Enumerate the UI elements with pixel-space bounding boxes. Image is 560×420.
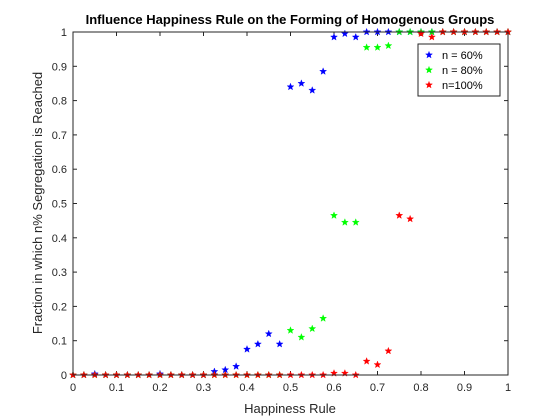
- y-tick-label: 0.7: [52, 130, 67, 142]
- legend-entry: n = 80%: [442, 65, 483, 77]
- y-tick-label: 0.8: [52, 96, 67, 108]
- data-point: [340, 218, 349, 226]
- data-point: [417, 29, 425, 38]
- y-tick-label: 0.4: [52, 233, 67, 245]
- data-point: [427, 32, 436, 41]
- legend-marker: [425, 80, 433, 89]
- data-point: [297, 79, 306, 87]
- chart-title: Influence Happiness Rule on the Forming …: [86, 12, 495, 27]
- data-point: [395, 211, 404, 219]
- data-point: [253, 339, 262, 348]
- data-point: [351, 32, 360, 41]
- x-tick-label: 0.1: [109, 382, 124, 394]
- x-tick-label: 0.9: [457, 382, 472, 394]
- data-point: [340, 29, 349, 38]
- y-tick-label: 0.5: [52, 199, 67, 211]
- data-point: [384, 346, 393, 355]
- y-tick-label: 0.6: [52, 164, 67, 176]
- data-point: [384, 41, 393, 50]
- legend-box: [417, 43, 501, 97]
- legend-marker: [425, 50, 433, 59]
- data-point: [275, 339, 284, 348]
- data-point: [362, 357, 371, 365]
- x-tick-label: 0.4: [239, 382, 254, 394]
- data-point: [362, 43, 371, 51]
- y-tick-label: 0.2: [52, 301, 67, 313]
- data-point: [243, 345, 251, 353]
- y-tick-label: 0: [61, 370, 67, 382]
- axes-frame: [72, 31, 509, 376]
- legend-entry: n=100%: [442, 80, 483, 92]
- data-point: [319, 314, 328, 322]
- x-tick-label: 0.7: [370, 382, 385, 394]
- x-tick-label: 0.2: [152, 382, 167, 394]
- x-tick-label: 0.3: [196, 382, 211, 394]
- legend-entry: n = 60%: [442, 50, 483, 62]
- legend-marker: [425, 65, 433, 74]
- data-point: [264, 329, 273, 338]
- x-tick-label: 0.6: [326, 382, 341, 394]
- data-point: [330, 211, 338, 219]
- y-tick-label: 0.9: [52, 61, 67, 73]
- data-point: [286, 82, 295, 91]
- x-tick-label: 0: [70, 382, 76, 394]
- data-point: [297, 333, 306, 341]
- y-axis-label: Fraction in which n% Segregation is Reac…: [30, 72, 45, 334]
- y-tick-label: 0.1: [52, 336, 67, 348]
- data-point: [319, 67, 328, 75]
- x-tick-label: 1: [505, 382, 511, 394]
- data-point: [308, 86, 317, 94]
- y-tick-label: 1: [61, 27, 67, 39]
- x-tick-label: 0.8: [413, 382, 428, 394]
- data-point: [373, 43, 382, 51]
- data-point: [232, 362, 241, 370]
- data-point: [351, 218, 360, 226]
- y-tick-label: 0.3: [52, 267, 67, 279]
- data-point: [308, 324, 317, 333]
- x-axis-label: Happiness Rule: [244, 401, 336, 416]
- data-point: [373, 360, 382, 369]
- x-tick-label: 0.5: [283, 382, 298, 394]
- data-point: [286, 326, 295, 334]
- data-point: [406, 214, 415, 223]
- data-point: [330, 32, 338, 41]
